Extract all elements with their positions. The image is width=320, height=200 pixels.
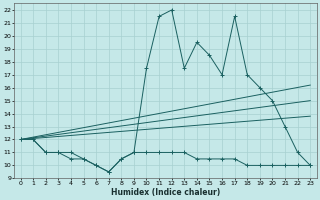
X-axis label: Humidex (Indice chaleur): Humidex (Indice chaleur) (111, 188, 220, 197)
